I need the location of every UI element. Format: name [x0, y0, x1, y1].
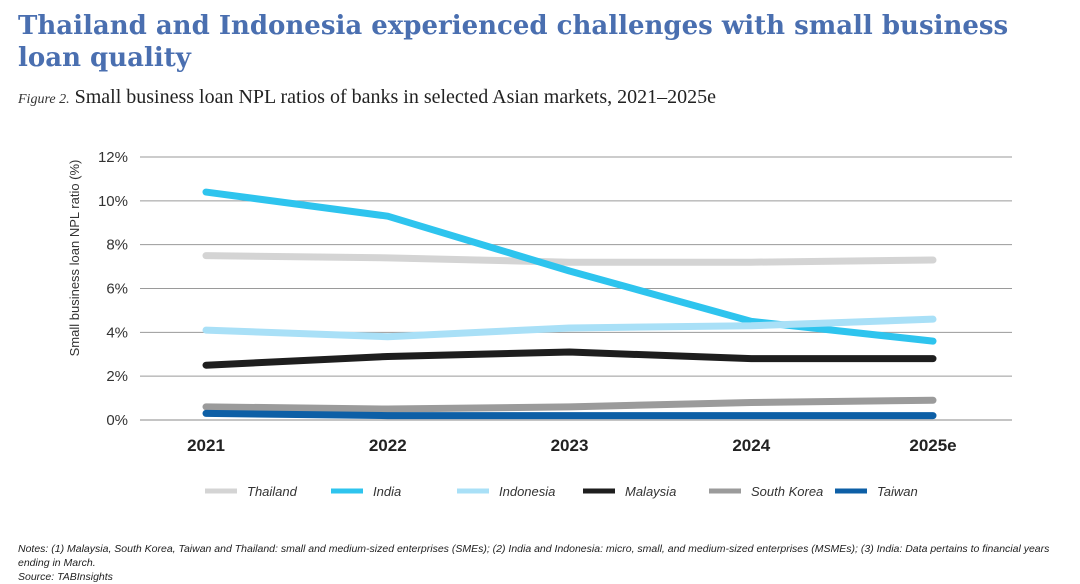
- legend-label: India: [373, 484, 401, 499]
- legend-label: Malaysia: [625, 484, 676, 499]
- subtitle-text: Small business loan NPL ratios of banks …: [74, 86, 716, 108]
- x-tick-label: 2022: [369, 436, 407, 455]
- y-axis-label: Small business loan NPL ratio (%): [67, 160, 82, 357]
- x-tick-label: 2023: [551, 436, 589, 455]
- y-tick-label: 0%: [106, 412, 128, 429]
- series-line-malaysia: [202, 348, 937, 369]
- source-text: Source: TABInsights: [18, 571, 113, 583]
- y-tick-label: 4%: [106, 324, 128, 341]
- y-tick-label: 8%: [106, 237, 128, 254]
- legend-label: South Korea: [751, 484, 823, 499]
- chart-notes: Notes: (1) Malaysia, South Korea, Taiwan…: [18, 542, 1078, 584]
- x-tick-label: 2025e: [909, 436, 956, 455]
- x-tick-label: 2021: [187, 436, 225, 455]
- figure-label: Figure 2.: [18, 92, 70, 107]
- y-axis-ticks: 0% 2% 4% 6% 8% 10% 12%: [98, 149, 128, 429]
- legend-label: Taiwan: [877, 484, 918, 499]
- gridlines: [140, 156, 1012, 421]
- y-tick-label: 10%: [98, 193, 128, 210]
- legend-label: Thailand: [247, 484, 298, 499]
- series-line-taiwan: [202, 409, 937, 420]
- series-lines: [202, 188, 937, 420]
- y-tick-label: 2%: [106, 368, 128, 385]
- series-line-thailand: [202, 252, 937, 266]
- series-line-indonesia: [202, 315, 937, 341]
- series-line-south-korea: [202, 396, 937, 413]
- legend-label: Indonesia: [499, 484, 555, 499]
- series-line-india: [202, 188, 937, 345]
- x-axis-ticks: 2021 2022 2023 2024 2025e: [187, 436, 957, 455]
- y-tick-label: 6%: [106, 281, 128, 298]
- npl-line-chart: 0% 2% 4% 6% 8% 10% 12% Small business loan NPL…: [67, 149, 1012, 499]
- x-tick-label: 2024: [732, 436, 770, 455]
- chart-title: Thailand and Indonesia experienced chall…: [18, 11, 1009, 73]
- notes-text: Notes: (1) Malaysia, South Korea, Taiwan…: [18, 543, 1050, 569]
- legend: Thailand India Indonesia Malaysia South Kore…: [205, 484, 918, 499]
- chart-subtitle: Figure 2. Small business loan NPL ratios…: [18, 86, 716, 109]
- y-tick-label: 12%: [98, 149, 128, 166]
